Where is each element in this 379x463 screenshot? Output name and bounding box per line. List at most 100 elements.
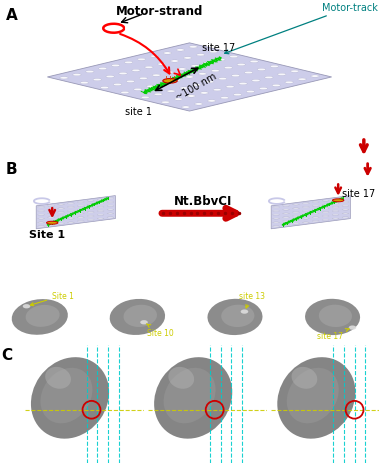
- Ellipse shape: [183, 58, 192, 60]
- Ellipse shape: [58, 216, 64, 217]
- Ellipse shape: [67, 203, 74, 204]
- Ellipse shape: [312, 206, 319, 207]
- Ellipse shape: [322, 205, 329, 206]
- Text: t=410s: t=410s: [153, 350, 183, 359]
- Ellipse shape: [302, 207, 309, 208]
- Ellipse shape: [150, 56, 158, 58]
- Text: site 17: site 17: [202, 43, 235, 53]
- Ellipse shape: [176, 50, 185, 52]
- Ellipse shape: [154, 94, 162, 96]
- Ellipse shape: [48, 217, 55, 219]
- Ellipse shape: [270, 66, 279, 69]
- Ellipse shape: [293, 208, 299, 209]
- Ellipse shape: [283, 213, 290, 214]
- Ellipse shape: [246, 91, 255, 94]
- Ellipse shape: [77, 217, 84, 219]
- Ellipse shape: [273, 207, 280, 208]
- Text: Motor-strand: Motor-strand: [116, 5, 203, 18]
- Ellipse shape: [182, 106, 190, 109]
- Ellipse shape: [185, 77, 194, 79]
- Circle shape: [23, 305, 30, 309]
- Ellipse shape: [107, 206, 114, 207]
- Ellipse shape: [174, 99, 183, 101]
- Text: 2h: 2h: [194, 294, 208, 304]
- Ellipse shape: [187, 96, 196, 98]
- Ellipse shape: [232, 75, 240, 78]
- Ellipse shape: [322, 216, 329, 217]
- Ellipse shape: [252, 80, 260, 82]
- Ellipse shape: [67, 207, 74, 208]
- Ellipse shape: [342, 202, 349, 203]
- Ellipse shape: [342, 217, 349, 219]
- Ellipse shape: [48, 210, 55, 211]
- Ellipse shape: [287, 368, 339, 424]
- Ellipse shape: [342, 210, 349, 211]
- Ellipse shape: [250, 61, 258, 63]
- Ellipse shape: [278, 74, 286, 76]
- Ellipse shape: [171, 61, 179, 63]
- Ellipse shape: [217, 59, 225, 62]
- Polygon shape: [47, 44, 332, 112]
- Ellipse shape: [26, 305, 60, 327]
- Ellipse shape: [332, 200, 344, 202]
- Ellipse shape: [119, 73, 127, 75]
- Ellipse shape: [332, 207, 339, 208]
- Ellipse shape: [107, 217, 114, 219]
- Ellipse shape: [77, 202, 84, 203]
- Ellipse shape: [121, 92, 129, 94]
- Ellipse shape: [97, 215, 104, 216]
- Ellipse shape: [322, 212, 329, 213]
- Ellipse shape: [41, 368, 92, 424]
- Ellipse shape: [38, 223, 45, 224]
- Ellipse shape: [48, 213, 55, 214]
- Ellipse shape: [48, 206, 55, 207]
- Ellipse shape: [283, 217, 290, 219]
- Ellipse shape: [312, 210, 319, 211]
- Ellipse shape: [38, 207, 45, 208]
- Ellipse shape: [207, 100, 216, 103]
- Ellipse shape: [134, 89, 142, 91]
- Ellipse shape: [161, 102, 170, 104]
- Ellipse shape: [172, 80, 181, 82]
- Ellipse shape: [207, 299, 263, 335]
- Ellipse shape: [110, 299, 165, 335]
- Ellipse shape: [342, 213, 349, 214]
- Ellipse shape: [97, 207, 104, 208]
- Ellipse shape: [219, 78, 227, 81]
- Ellipse shape: [293, 216, 299, 217]
- Ellipse shape: [237, 64, 245, 67]
- Ellipse shape: [58, 212, 64, 213]
- Ellipse shape: [305, 299, 360, 335]
- Circle shape: [349, 326, 356, 330]
- Ellipse shape: [160, 83, 168, 85]
- Ellipse shape: [221, 97, 229, 100]
- Ellipse shape: [99, 68, 107, 70]
- Ellipse shape: [312, 213, 319, 214]
- Ellipse shape: [87, 205, 94, 206]
- Text: A: A: [6, 8, 17, 23]
- Ellipse shape: [198, 74, 207, 76]
- Ellipse shape: [319, 305, 352, 327]
- Ellipse shape: [107, 210, 114, 211]
- Ellipse shape: [302, 215, 309, 216]
- Ellipse shape: [312, 202, 319, 203]
- Ellipse shape: [124, 305, 157, 327]
- Ellipse shape: [302, 223, 309, 224]
- Ellipse shape: [137, 59, 146, 61]
- Circle shape: [140, 320, 148, 325]
- Ellipse shape: [164, 368, 216, 424]
- Ellipse shape: [293, 224, 299, 225]
- Ellipse shape: [226, 87, 234, 88]
- Ellipse shape: [277, 357, 356, 439]
- Text: Nt.BbvCI: Nt.BbvCI: [174, 194, 232, 207]
- Ellipse shape: [107, 213, 114, 214]
- Ellipse shape: [77, 210, 84, 211]
- Ellipse shape: [211, 70, 219, 73]
- Ellipse shape: [165, 72, 173, 74]
- Ellipse shape: [293, 220, 299, 221]
- Ellipse shape: [87, 208, 94, 209]
- Ellipse shape: [58, 208, 64, 209]
- Text: t=470s: t=470s: [276, 350, 306, 359]
- Ellipse shape: [67, 223, 74, 224]
- Ellipse shape: [47, 222, 58, 225]
